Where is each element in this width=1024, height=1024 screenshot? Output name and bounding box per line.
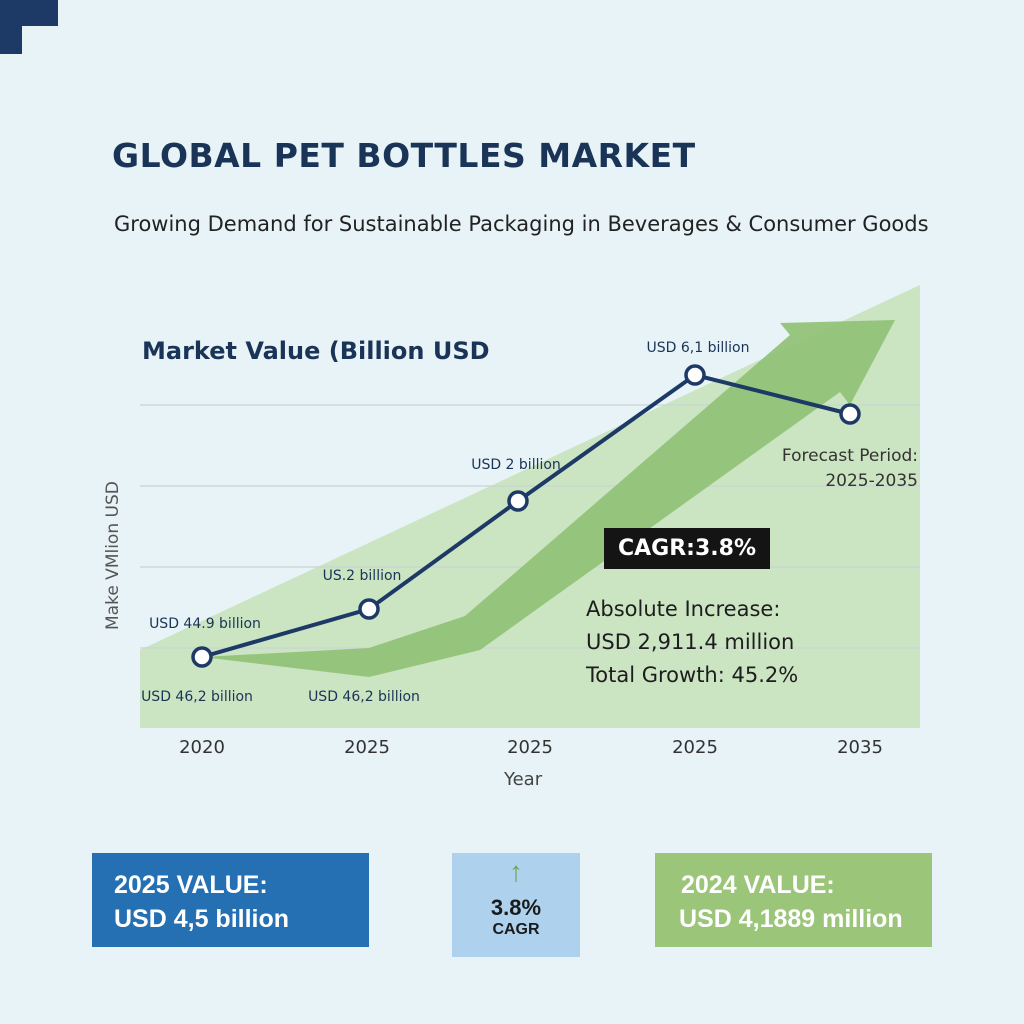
card-value: USD 4,1889 million [679,905,903,933]
chart-title: Market Value (Billion USD [142,337,490,365]
card-value: USD 4,5 billion [114,905,290,933]
stat-line: Absolute Increase: [586,597,781,621]
card-cagr: ↑ 3.8% CAGR [452,853,580,957]
data-label: USD 2 billion [471,457,561,473]
corner-decoration [0,0,58,26]
stat-line: USD 2,911.4 million [586,630,795,654]
page-subtitle: Growing Demand for Sustainable Packaging… [114,212,929,236]
data-point [684,364,706,386]
x-tick-label: 2025 [672,737,718,758]
card-label: 2024 VALUE: [681,871,835,899]
data-point [191,646,213,668]
forecast-range: 2025-2035 [825,471,918,491]
forecast-label: Forecast Period: [781,446,918,466]
y-axis-label: Make VMlion USD [103,481,123,630]
x-tick-label: 2035 [837,737,883,758]
page-title: GLOBAL PET BOTTLES MARKET [112,136,696,175]
data-label: USD 46,2 billion [141,689,253,705]
data-point [839,403,861,425]
data-label: USD 44.9 billion [149,616,261,632]
card-label: CAGR [492,921,540,938]
growth-stats: Absolute Increase: USD 2,911.4 million T… [586,593,798,692]
x-tick-label: 2025 [507,737,553,758]
x-tick-label: 2025 [344,737,390,758]
arrow-up-icon: ↑ [509,856,523,887]
data-point [358,598,380,620]
card-label: 2025 VALUE: [114,871,268,899]
x-axis-label: Year [504,769,543,790]
forecast-annotation: Forecast Period: 2025-2035 [760,444,918,494]
corner-decoration [0,26,22,54]
growth-arrow [202,320,895,677]
card-value: 3.8% [490,895,542,920]
data-label: USD 6,1 billion [646,340,750,356]
data-label: USD 46,2 billion [308,689,420,705]
card-2024-value: 2024 VALUE: USD 4,1889 million [655,853,932,947]
data-point [507,490,529,512]
data-label: US.2 billion [322,568,402,584]
x-tick-label: 2020 [179,737,225,758]
card-2025-value: 2025 VALUE: USD 4,5 billion [92,853,369,947]
stat-line: Total Growth: 45.2% [586,663,799,687]
cagr-badge: CAGR:3.8% [604,528,770,569]
